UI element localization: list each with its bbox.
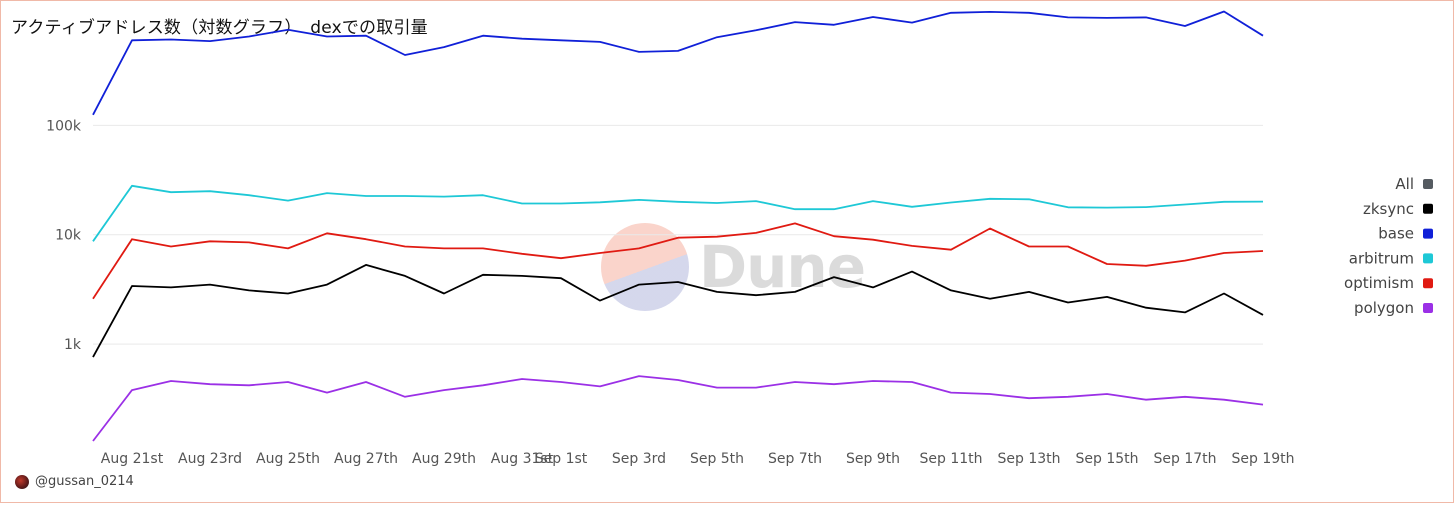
series-line-zksync: [92, 263, 1264, 358]
x-tick-label: Sep 9th: [846, 451, 900, 467]
legend-label: base: [1378, 225, 1414, 243]
x-tick-label: Aug 31st: [491, 451, 554, 467]
series-line-optimism: [92, 222, 1264, 300]
x-tick-label: Sep 13th: [997, 451, 1060, 467]
avatar: [15, 474, 29, 489]
x-tick-label: Sep 15th: [1075, 451, 1138, 467]
legend-label: polygon: [1354, 299, 1414, 317]
legend-item-zksync[interactable]: zksync: [1363, 200, 1433, 218]
line-chart: 1k 10k 100k Aug 21st Aug 23rd Aug 25th Aug 27t…: [46, 10, 1433, 467]
legend-item-arbitrum[interactable]: arbitrum: [1349, 249, 1433, 267]
x-tick-label: Aug 23rd: [178, 451, 242, 467]
legend-item-optimism[interactable]: optimism: [1344, 274, 1433, 292]
x-tick-label: Sep 19th: [1231, 451, 1294, 467]
series-line-arbitrum: [92, 184, 1264, 242]
x-tick-label: Sep 7th: [768, 451, 822, 467]
y-tick-label: 100k: [46, 118, 82, 134]
series-line-base: [92, 10, 1264, 116]
series-line-polygon: [92, 375, 1264, 442]
x-tick-label: Aug 27th: [334, 451, 398, 467]
legend-swatch: [1423, 179, 1433, 189]
legend-swatch: [1423, 253, 1433, 264]
x-tick-label: Sep 17th: [1153, 451, 1216, 467]
legend-swatch: [1423, 278, 1433, 289]
legend-swatch: [1423, 303, 1433, 313]
legend-item-polygon[interactable]: polygon: [1354, 299, 1433, 317]
chart-title: アクティブアドレス数（対数グラフ） dexでの取引量: [11, 18, 428, 38]
y-tick-label: 1k: [64, 337, 82, 353]
x-tick-label: Sep 1st: [535, 451, 588, 467]
legend-swatch: [1423, 203, 1433, 214]
legend-label: zksync: [1363, 200, 1414, 218]
legend-item-base[interactable]: base: [1378, 225, 1433, 243]
author-credit[interactable]: @gussan_0214: [15, 474, 134, 489]
x-tick-label: Sep 5th: [690, 451, 744, 467]
y-tick-label: 10k: [55, 228, 82, 244]
legend-label: optimism: [1344, 274, 1414, 292]
legend-item-All[interactable]: All: [1395, 175, 1433, 193]
x-tick-label: Aug 25th: [256, 451, 320, 467]
legend-label: arbitrum: [1349, 249, 1414, 267]
x-tick-label: Aug 29th: [412, 451, 476, 467]
legend-swatch: [1423, 228, 1433, 239]
legend-label: All: [1395, 175, 1414, 193]
x-tick-label: Sep 3rd: [612, 451, 666, 467]
x-tick-label: Aug 21st: [101, 451, 164, 467]
x-tick-label: Sep 11th: [919, 451, 982, 467]
author-handle: @gussan_0214: [35, 474, 134, 489]
